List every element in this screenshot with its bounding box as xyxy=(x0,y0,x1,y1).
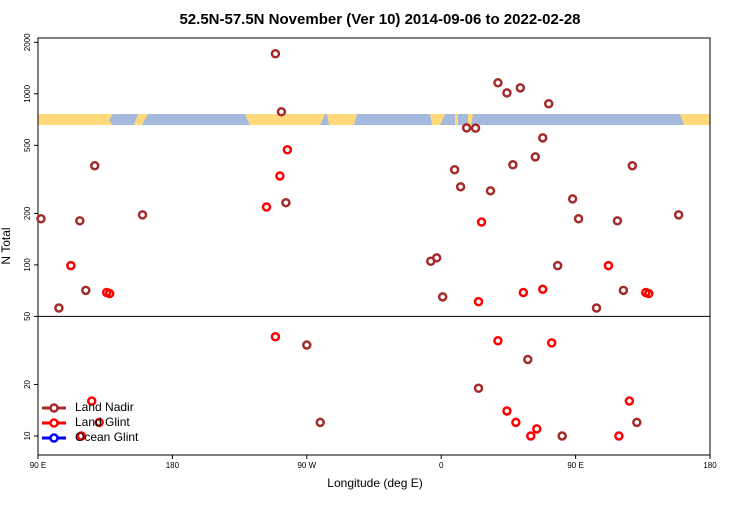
point xyxy=(557,431,567,441)
point xyxy=(567,194,578,204)
point xyxy=(612,216,623,226)
point xyxy=(81,285,91,296)
point xyxy=(573,214,584,224)
x-tick-label: 90 W xyxy=(297,461,316,470)
point xyxy=(485,186,496,196)
y-tick-label: 1000 xyxy=(23,84,32,102)
point xyxy=(627,160,638,171)
point xyxy=(511,417,521,428)
point xyxy=(75,216,85,226)
chart-title: 52.5N-57.5N November (Ver 10) 2014-09-06… xyxy=(179,11,580,28)
point xyxy=(493,78,503,88)
point xyxy=(470,123,481,133)
point xyxy=(552,260,563,271)
point xyxy=(614,431,624,441)
point xyxy=(54,303,64,313)
point xyxy=(302,340,312,350)
legend-marker xyxy=(49,418,59,428)
point xyxy=(455,182,466,192)
point xyxy=(632,417,642,428)
point xyxy=(276,107,287,117)
point xyxy=(270,49,281,59)
land-strip xyxy=(38,114,710,125)
point xyxy=(543,98,554,109)
point xyxy=(591,303,602,313)
point xyxy=(137,210,148,220)
point xyxy=(461,123,472,133)
point xyxy=(515,83,526,93)
point xyxy=(532,424,542,434)
legend-label: Land Glint xyxy=(75,415,130,429)
point xyxy=(104,288,115,299)
point xyxy=(473,383,484,394)
y-tick-label: 2000 xyxy=(23,33,32,51)
legend-marker xyxy=(49,403,59,413)
x-axis-label: Longitude (deg E) xyxy=(327,476,422,490)
y-axis-label: N Total xyxy=(0,227,13,264)
x-tick-label: 90 E xyxy=(30,461,46,470)
point xyxy=(473,296,484,307)
point xyxy=(673,210,684,220)
point xyxy=(282,145,293,155)
point xyxy=(508,159,518,170)
legend-marker xyxy=(49,433,59,443)
y-tick-label: 20 xyxy=(23,379,32,388)
point xyxy=(546,338,557,348)
ocean-strip xyxy=(38,114,710,125)
point xyxy=(449,164,460,175)
point xyxy=(537,284,548,295)
y-tick-label: 50 xyxy=(23,311,32,320)
point xyxy=(431,253,442,263)
legend-label: Ocean Glint xyxy=(75,430,139,444)
point xyxy=(644,288,654,299)
point xyxy=(76,431,87,441)
point xyxy=(537,133,548,143)
point xyxy=(36,214,46,224)
point xyxy=(315,417,325,428)
point xyxy=(89,160,100,171)
point xyxy=(530,152,541,162)
point xyxy=(476,217,487,227)
point xyxy=(275,171,285,181)
x-tick-label: 180 xyxy=(166,461,180,470)
point xyxy=(437,292,448,302)
x-tick-label: 90 E xyxy=(567,461,583,470)
legend-label: Land Nadir xyxy=(75,400,134,414)
y-tick-label: 200 xyxy=(23,206,32,220)
point xyxy=(270,332,281,342)
x-tick-label: 180 xyxy=(703,461,717,470)
point xyxy=(87,396,97,406)
point xyxy=(261,202,272,212)
point xyxy=(502,406,512,416)
y-tick-label: 500 xyxy=(23,138,32,152)
point xyxy=(618,285,629,296)
point xyxy=(493,336,503,346)
map-strip xyxy=(38,114,710,125)
point xyxy=(502,88,512,98)
point xyxy=(624,396,635,406)
point xyxy=(523,354,533,365)
point xyxy=(518,287,529,298)
x-tick-label: 0 xyxy=(439,461,444,470)
point xyxy=(603,260,614,271)
y-tick-label: 100 xyxy=(23,258,32,272)
y-tick-label: 10 xyxy=(23,431,32,440)
point xyxy=(281,197,291,208)
point xyxy=(526,431,536,441)
plot-frame xyxy=(37,37,711,456)
point xyxy=(66,260,76,271)
point xyxy=(94,417,104,428)
